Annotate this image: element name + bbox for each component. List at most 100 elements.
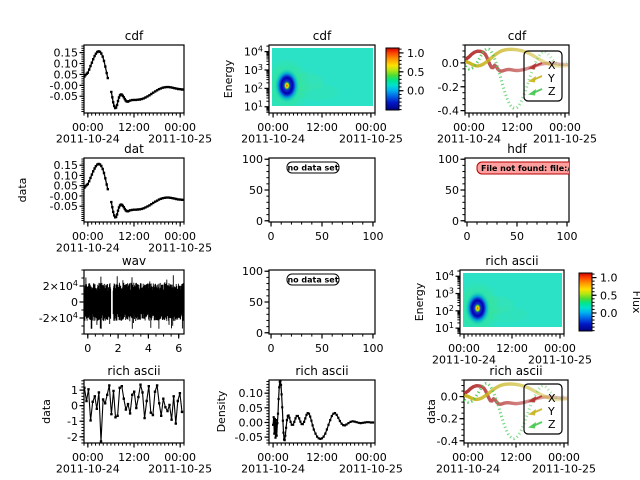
y-tick-label: 0.0 [442,57,460,70]
panel-title: dat [124,142,144,156]
x-tick-label: 50 [510,230,524,243]
colorbar-tick-label: 0.0 [600,307,618,320]
x-tick-label: 00:00 [355,121,387,134]
series-y [464,382,568,402]
y-tick-label: -0.05 [50,90,78,103]
x-tick-label: 12:00 [496,342,528,355]
y-tick-label: 50 [249,184,263,197]
x-tick-label: 00:00 [164,230,196,243]
y-tick-label: 0.05 [239,402,264,415]
series-markers [84,162,184,219]
x-tick-label: 00:00 [544,342,576,355]
x-tick-label: 4 [145,342,152,355]
y-tick-label: 100 [242,265,263,278]
colorbar-tick-label: 0.0 [407,85,425,98]
y-tick-label: 102 [244,81,263,95]
series-density [272,380,373,441]
x-tick-label: 100 [557,230,578,243]
panel-r3c2[interactable]: 0 50 100 0 50 100 no data set [242,265,383,355]
panel-title: hdf [507,142,527,156]
x-date-label: 2011-10-24 [241,463,305,476]
x-date-label: 2011-10-24 [437,133,501,146]
panel-title: rich ascii [107,364,160,378]
x-tick-label: 00:00 [164,451,196,464]
y-tick-label: -0.4 [437,435,458,448]
x-date-label: 2011-10-24 [56,242,120,255]
panel-r2c2[interactable]: 0 50 100 0 50 100 no data set [242,153,383,243]
panel-title: cdf [313,29,332,43]
y-tick-label: 0.05 [54,68,79,81]
series-y [465,47,569,68]
y-tick-label: 0.10 [54,169,79,182]
x-tick-label: 12:00 [500,451,532,464]
y-tick-label: 50 [249,296,263,309]
y-tick-label: 0 [71,400,78,413]
colorbar: 1.0 0.5 0.0 Flux [578,272,640,332]
y-tick-label: 0.00 [239,416,264,429]
y-tick-label: 0.0 [441,391,459,404]
legend: XYZ [523,50,563,102]
x-tick-label: 0 [268,342,275,355]
x-tick-label: 00:00 [452,451,484,464]
series-markers [272,380,375,442]
x-tick-label: 00:00 [548,451,580,464]
y-tick-label: 0 [452,215,459,228]
x-date-label: 2011-10-25 [148,242,212,255]
x-tick-label: 100 [362,230,383,243]
x-date-label: 2011-10-25 [533,133,597,146]
y-axis-label: Energy [222,59,235,98]
x-tick-label: 00:00 [72,230,104,243]
series-markers [84,383,184,443]
y-tick-label: -2×104 [39,311,78,325]
x-tick-label: 00:00 [257,451,289,464]
y-tick-label: 103 [244,63,263,77]
y-tick-label: 1 [71,384,78,397]
legend-label-Z: Z [548,418,556,431]
y-axis-label: Energy [413,282,426,321]
x-tick-label: 12:00 [501,121,533,134]
no-data-text: no data set [287,276,338,285]
x-tick-label: 12:00 [118,451,150,464]
y-tick-label: 100 [242,153,263,166]
y-tick-label: 103 [435,287,454,301]
series-markers [84,50,184,110]
y-axis-label: data [40,399,53,424]
legend: XYZ [523,383,563,435]
panel-title: cdf [125,29,144,43]
panel-r3c1[interactable]: 0 2 4 6 2×104 0 -2×104 wav [39,254,185,355]
y-tick-label: -0.00 [50,190,78,203]
y-tick-label: 0 [256,215,263,228]
panel-r2c3[interactable]: 0 50 100 0 50 100 hdf File not found: file:///w [438,142,603,243]
panel-title: rich ascii [489,364,542,378]
x-tick-label: 00:00 [448,342,480,355]
y-tick-label: 0.05 [54,180,79,193]
x-tick-label: 12:00 [118,230,150,243]
x-tick-label: 00:00 [257,121,289,134]
y-tick-label: 0.15 [54,47,79,60]
colorbar-axis-label: Flux [630,291,640,314]
legend-label-Y: Y [547,72,555,85]
no-data-badge: no data set [286,273,340,286]
y-tick-label: -1 [67,415,78,428]
spectrogram-image [272,48,373,106]
x-tick-label: 50 [315,230,329,243]
plot-frame [83,44,185,114]
x-tick-label: 00:00 [453,121,485,134]
y-tick-label: 0.10 [54,58,79,71]
y-axis-label: data [425,399,438,424]
x-tick-label: 100 [362,342,383,355]
legend-label-Z: Z [548,85,556,98]
panel-title: wav [122,254,146,268]
y-tick-label: -0.2 [438,81,459,94]
waveform-trace [84,275,184,329]
